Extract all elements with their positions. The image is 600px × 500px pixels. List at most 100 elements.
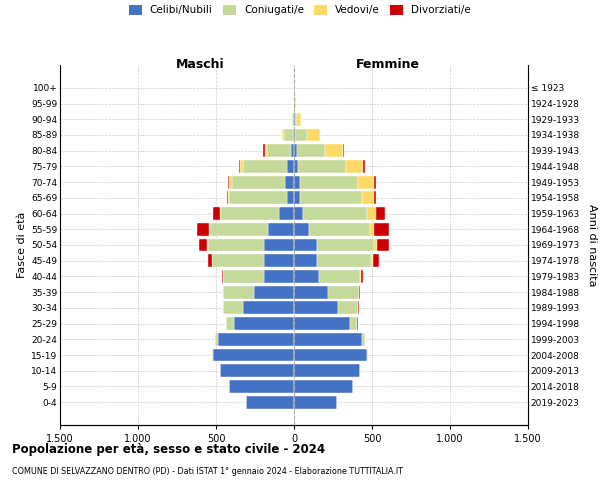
Bar: [370, 223, 374, 235]
Bar: [210, 223, 268, 235]
Bar: [263, 254, 294, 267]
Bar: [213, 348, 294, 362]
Bar: [294, 160, 298, 173]
Bar: [226, 317, 234, 330]
Bar: [374, 223, 389, 235]
Bar: [307, 128, 320, 141]
Bar: [295, 113, 297, 126]
Bar: [325, 144, 343, 157]
Bar: [343, 144, 344, 157]
Bar: [317, 254, 371, 267]
Bar: [362, 333, 365, 346]
Bar: [374, 238, 377, 252]
Bar: [232, 176, 286, 188]
Bar: [294, 254, 317, 267]
Bar: [294, 82, 295, 94]
Bar: [284, 128, 293, 141]
Bar: [287, 192, 294, 204]
Bar: [241, 160, 243, 173]
Bar: [319, 270, 361, 283]
Bar: [228, 192, 229, 204]
Bar: [209, 223, 210, 235]
Bar: [377, 238, 389, 252]
Bar: [298, 160, 346, 173]
Bar: [220, 207, 221, 220]
Bar: [362, 192, 374, 204]
Bar: [359, 286, 360, 298]
Bar: [212, 254, 263, 267]
Bar: [293, 128, 294, 141]
Bar: [294, 364, 360, 377]
Bar: [287, 160, 294, 173]
Bar: [286, 176, 294, 188]
Bar: [294, 128, 295, 141]
Bar: [208, 238, 263, 252]
Text: COMUNE DI SELVAZZANO DENTRO (PD) - Dati ISTAT 1° gennaio 2024 - Elaborazione TUT: COMUNE DI SELVAZZANO DENTRO (PD) - Dati …: [12, 468, 403, 476]
Bar: [282, 128, 283, 141]
Bar: [350, 317, 358, 330]
Bar: [294, 192, 300, 204]
Bar: [223, 270, 263, 283]
Bar: [297, 113, 301, 126]
Text: Popolazione per età, sesso e stato civile - 2024: Popolazione per età, sesso e stato civil…: [12, 442, 325, 456]
Bar: [222, 270, 223, 283]
Bar: [229, 380, 294, 393]
Bar: [229, 176, 232, 188]
Bar: [294, 113, 295, 126]
Bar: [293, 113, 294, 126]
Bar: [294, 238, 317, 252]
Bar: [228, 176, 229, 188]
Bar: [294, 302, 338, 314]
Bar: [295, 97, 296, 110]
Bar: [223, 302, 244, 314]
Bar: [197, 223, 209, 235]
Bar: [212, 207, 220, 220]
Bar: [294, 176, 300, 188]
Bar: [254, 286, 294, 298]
Bar: [294, 270, 319, 283]
Bar: [294, 380, 353, 393]
Bar: [295, 128, 307, 141]
Bar: [215, 333, 218, 346]
Bar: [221, 207, 279, 220]
Bar: [297, 144, 325, 157]
Bar: [367, 207, 376, 220]
Bar: [220, 364, 294, 377]
Bar: [292, 113, 293, 126]
Bar: [371, 254, 373, 267]
Bar: [294, 286, 328, 298]
Bar: [300, 192, 362, 204]
Bar: [328, 286, 359, 298]
Bar: [374, 176, 376, 188]
Bar: [338, 302, 358, 314]
Bar: [279, 207, 294, 220]
Bar: [227, 192, 228, 204]
Bar: [294, 207, 303, 220]
Y-axis label: Fasce di età: Fasce di età: [17, 212, 27, 278]
Bar: [245, 396, 294, 408]
Bar: [263, 144, 265, 157]
Text: Maschi: Maschi: [176, 58, 225, 71]
Bar: [229, 192, 287, 204]
Bar: [234, 317, 294, 330]
Bar: [346, 160, 363, 173]
Bar: [294, 333, 362, 346]
Bar: [243, 160, 287, 173]
Bar: [358, 176, 374, 188]
Bar: [265, 144, 268, 157]
Bar: [263, 238, 294, 252]
Bar: [363, 160, 365, 173]
Bar: [223, 286, 254, 298]
Bar: [207, 238, 208, 252]
Legend: Celibi/Nubili, Coniugati/e, Vedovi/e, Divorziati/e: Celibi/Nubili, Coniugati/e, Vedovi/e, Di…: [129, 5, 471, 15]
Bar: [294, 144, 297, 157]
Bar: [212, 348, 213, 362]
Bar: [199, 238, 207, 252]
Bar: [290, 144, 294, 157]
Bar: [294, 317, 350, 330]
Bar: [367, 348, 368, 362]
Text: Femmine: Femmine: [356, 58, 419, 71]
Bar: [239, 160, 241, 173]
Bar: [317, 238, 374, 252]
Bar: [208, 254, 212, 267]
